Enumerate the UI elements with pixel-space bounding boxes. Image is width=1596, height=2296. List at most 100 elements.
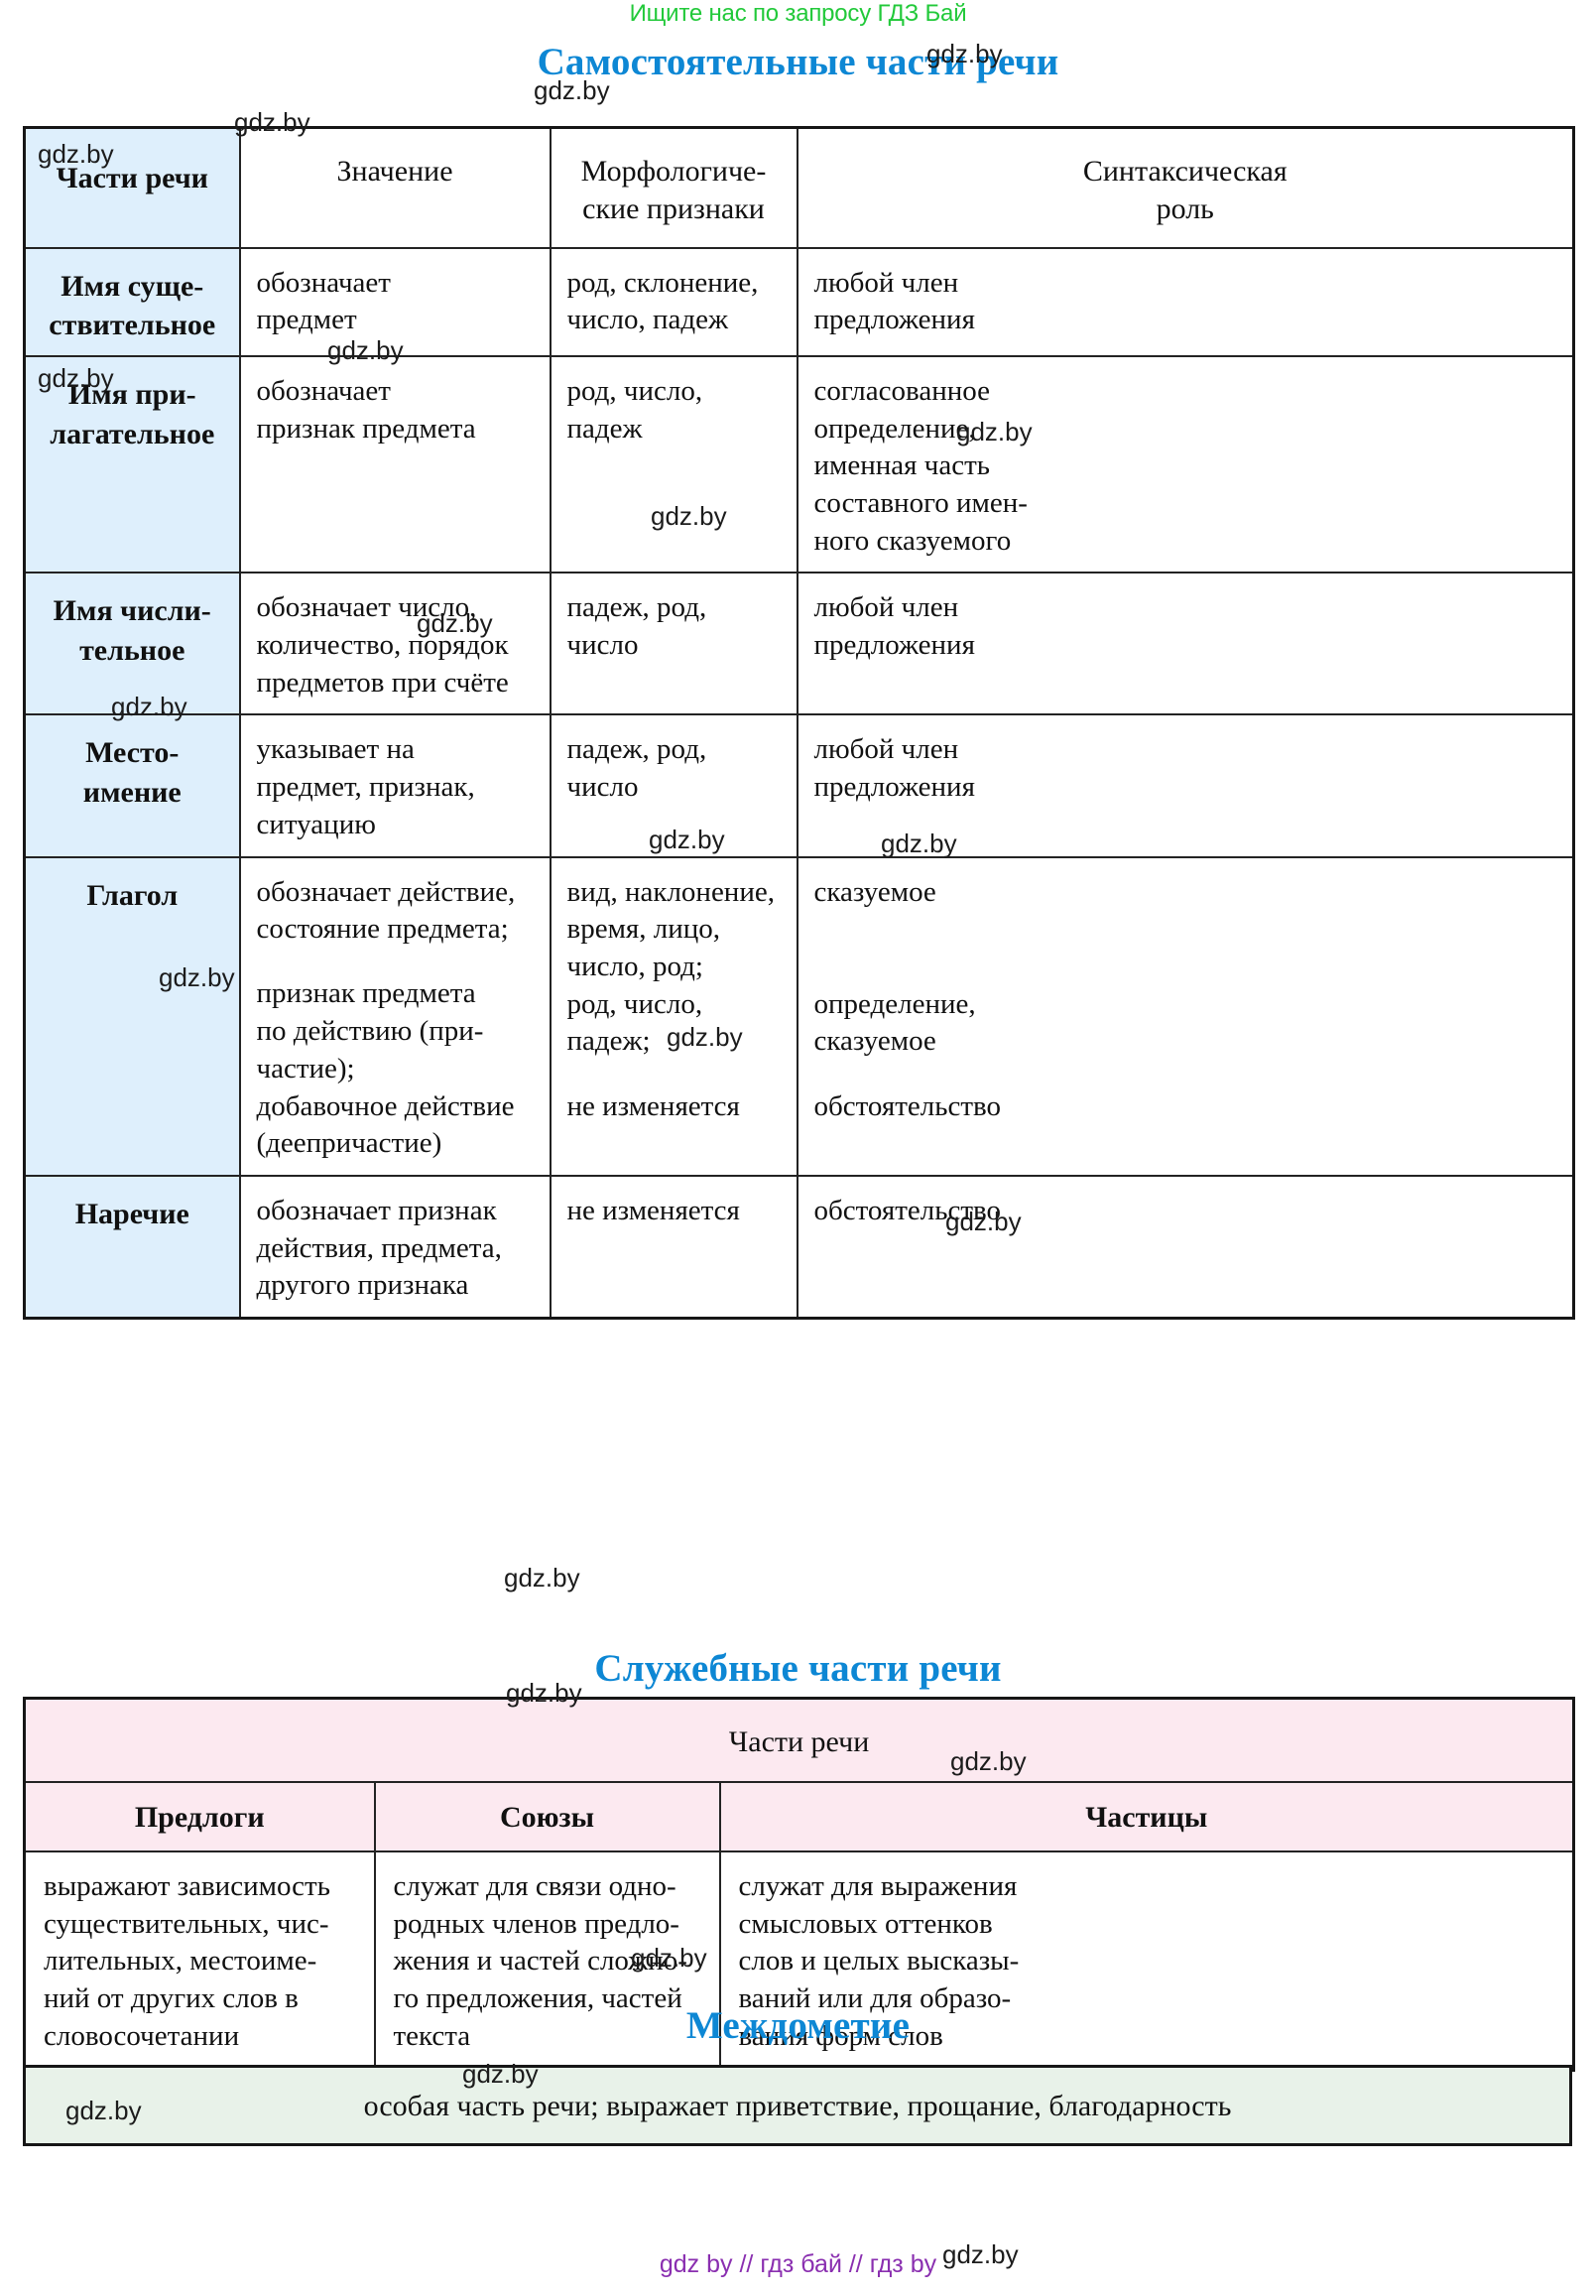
prep-line-4: ний от других слов в — [44, 1982, 299, 2015]
section-title-independent-parts: Самостоятельные части речи — [537, 41, 1059, 83]
cell-meaning-noun: обозначает предмет — [238, 246, 552, 357]
service-group-row: Части речи — [23, 1697, 1575, 1783]
interjection-cell: особая часть речи; выражает приветствие,… — [23, 2065, 1572, 2146]
service-body-cell-particles: служат для выражения смысловых оттенков … — [718, 1850, 1575, 2072]
verb-morph-spacer — [567, 1061, 783, 1088]
cell-syntax-adverb: обстоятельство — [796, 1174, 1575, 1320]
service-header-cell-particles: Частицы — [718, 1781, 1575, 1852]
pos-name-verb-line1: Глагол — [86, 878, 179, 912]
cell-meaning-numeral: обозначает число, количество, порядок пр… — [238, 572, 552, 716]
pos-name-noun-line2: ствительное — [49, 309, 216, 342]
interjection-text: особая часть речи; выражает приветствие,… — [363, 2090, 1232, 2122]
cell-morphology-adverb: не изменяется — [549, 1174, 798, 1320]
header-cell-syntax: Синтаксическая роль — [796, 126, 1575, 249]
table-row-adjective: Имя при- лагательное обозначает признак … — [23, 354, 1575, 574]
service-header-prepositions: Предлоги — [134, 1801, 265, 1834]
meaning-verb-part-a: обозначает действие, состояние предмета; — [256, 875, 516, 946]
cell-morphology-noun: род, склонение, число, падеж — [549, 246, 798, 357]
cell-morphology-adjective: род, число, падеж — [549, 354, 798, 574]
conj-line-3: жения и частей сложно- — [393, 1945, 687, 1977]
cell-meaning-verb: обозначает действие, состояние предмета;… — [238, 855, 552, 1177]
morphology-adverb: не изменяется — [566, 1194, 740, 1226]
syntax-numeral: любой член предложения — [813, 591, 975, 662]
pos-name-numeral-line1: Имя числи- — [53, 594, 211, 628]
part-line-4: ваний или для образо- — [738, 1982, 1012, 2015]
cell-syntax-numeral: любой член предложения — [796, 572, 1575, 716]
cell-pos-name-adverb: Наречие — [23, 1174, 241, 1320]
service-text-conjunctions: служат для связи одно- родных членов пре… — [376, 1852, 719, 2069]
service-header-particles: Частицы — [1085, 1801, 1208, 1834]
pos-name-pronoun-line1: Место- — [85, 736, 180, 770]
header-label-morphology-line2: ские признаки — [582, 192, 765, 226]
table-row-pronoun: Место- имение указывает на предмет, приз… — [23, 713, 1575, 858]
part-line-5: вания форм слов — [738, 2019, 943, 2052]
header-label-syntax-line1: Синтаксическая — [1082, 155, 1288, 188]
table-row-numeral: Имя числи- тельное обозначает число, кол… — [23, 572, 1575, 716]
prep-line-5: словосочетании — [44, 2019, 240, 2052]
pos-name-adverb-line1: Наречие — [74, 1197, 189, 1230]
cell-syntax-pronoun: любой член предложения — [796, 713, 1575, 858]
footer-links: gdz by // гдз бай // гдз by — [659, 2250, 937, 2278]
syntax-verb-part-c: обстоятельство — [813, 1089, 1002, 1122]
cell-pos-name-numeral: Имя числи- тельное — [23, 572, 241, 716]
cell-morphology-verb: вид, наклонение, время, лицо, число, род… — [549, 855, 798, 1177]
cell-syntax-adjective: согласованное определение, именная часть… — [796, 354, 1575, 574]
table-row-verb: Глагол обозначает действие, состояние пр… — [23, 855, 1575, 1177]
cell-meaning-pronoun: указывает на предмет, признак, ситуацию — [238, 713, 552, 858]
cell-meaning-adverb: обозначает признак действия, предмета, д… — [238, 1174, 552, 1320]
cell-pos-name-pronoun: Место- имение — [23, 713, 241, 858]
syntax-verb-part-b: определение, сказуемое — [813, 987, 976, 1058]
meaning-noun: обозначает предмет — [256, 266, 391, 336]
service-body-cell-prepositions: выражают зависимость существительных, чи… — [23, 1850, 376, 2072]
morphology-verb-part-a: вид, наклонение, время, лицо, число, род… — [566, 875, 775, 1058]
table-row-adverb: Наречие обозначает признак действия, пре… — [23, 1174, 1575, 1320]
service-group-title: Части речи — [728, 1725, 870, 1758]
service-text-particles: служат для выражения смысловых оттенков … — [721, 1852, 1573, 2069]
syntax-verb-part-a: сказуемое — [813, 875, 936, 908]
table-row-noun: Имя суще- ствительное обозначает предмет… — [23, 246, 1575, 357]
header-label-morphology-line1: Морфологиче- — [580, 155, 767, 188]
table-header-row: Части речи Значение Морфологиче- ские пр… — [23, 126, 1575, 249]
meaning-adverb: обозначает признак действия, предмета, д… — [256, 1194, 502, 1302]
morphology-pronoun: падеж, род, число — [566, 733, 707, 804]
meaning-numeral: обозначает число, количество, порядок пр… — [256, 591, 509, 699]
pos-name-numeral-line2: тельное — [79, 634, 185, 667]
meaning-verb-part-b: признак предмета по действию (при- части… — [256, 977, 515, 1160]
section-title-service-parts: Служебные части речи — [594, 1647, 1002, 1690]
interjection-table: особая часть речи; выражает приветствие,… — [23, 2065, 1572, 2146]
conj-line-4: го предложения, частей — [393, 1982, 682, 2015]
watermark-16: gdz.by — [504, 1563, 580, 1593]
verb-syntax-spacer-2 — [814, 1061, 1559, 1088]
cell-morphology-pronoun: падеж, род, число — [549, 713, 798, 858]
morphology-noun: род, склонение, число, падеж — [566, 266, 759, 336]
prep-line-3: лительных, местоиме- — [44, 1945, 317, 1977]
morphology-numeral: падеж, род, число — [566, 591, 707, 662]
syntax-pronoun: любой член предложения — [813, 733, 975, 804]
pos-name-noun-line1: Имя суще- — [61, 269, 204, 303]
cell-pos-name-adjective: Имя при- лагательное — [23, 354, 241, 574]
morphology-verb-part-b: не изменяется — [566, 1089, 740, 1122]
syntax-adverb: обстоятельство — [813, 1194, 1002, 1226]
header-label-parts-of-speech: Части речи — [56, 162, 208, 194]
header-cell-parts-of-speech: Части речи — [23, 126, 241, 249]
interjection-row: особая часть речи; выражает приветствие,… — [23, 2065, 1572, 2146]
header-cell-meaning: Значение — [238, 126, 552, 249]
morphology-adjective: род, число, падеж — [566, 374, 703, 445]
pos-name-adjective-line1: Имя при- — [67, 377, 196, 411]
prep-line-1: выражают зависимость — [44, 1870, 330, 1902]
part-line-2: смысловых оттенков — [738, 1907, 993, 1940]
section-title-interjection: Междометие — [685, 2004, 911, 2047]
syntax-noun: любой член предложения — [813, 266, 975, 336]
service-header-cell-conjunctions: Союзы — [373, 1781, 721, 1852]
conj-line-5: текста — [393, 2019, 471, 2052]
cell-morphology-numeral: падеж, род, число — [549, 572, 798, 716]
meaning-pronoun: указывает на предмет, признак, ситуацию — [256, 733, 475, 840]
pos-name-adjective-line2: лагательное — [50, 417, 215, 450]
header-label-syntax-line2: роль — [1156, 192, 1214, 226]
cell-pos-name-verb: Глагол — [23, 855, 241, 1177]
service-parts-table: Части речи Предлоги Союзы Частицы выража… — [23, 1697, 1576, 2073]
cell-syntax-noun: любой член предложения — [796, 246, 1575, 357]
service-header-cell-prepositions: Предлоги — [23, 1781, 376, 1852]
service-body-cell-conjunctions: служат для связи одно- родных членов пре… — [373, 1850, 721, 2072]
